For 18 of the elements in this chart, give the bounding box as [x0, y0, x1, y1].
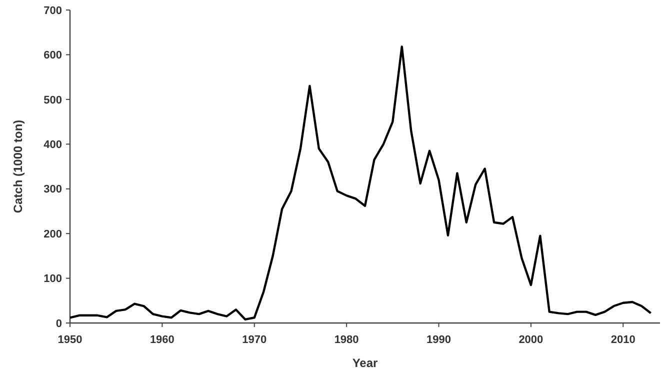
line-series [68, 46, 652, 321]
x-tick-label: 1970 [242, 334, 267, 346]
y-tick-label: 400 [44, 138, 62, 151]
y-tick-label: 500 [44, 94, 62, 106]
y-tick-label: 0 [56, 318, 62, 330]
x-tick-label: 2010 [610, 334, 636, 346]
x-axis-title: Year [352, 356, 378, 370]
y-tick-label: 300 [44, 184, 62, 196]
x-tick-label: 1990 [426, 334, 451, 346]
y-tick-label: 200 [44, 228, 62, 240]
y-tick-label: 600 [44, 50, 62, 62]
x-tick-label: 1960 [150, 334, 174, 346]
y-tick-label: 700 [44, 4, 62, 17]
y-axis-title: Catch (1000 ton) [11, 120, 25, 214]
x-tick-label: 2000 [518, 334, 544, 346]
x-tick-label: 1950 [58, 334, 82, 346]
x-tick-label: 1980 [334, 334, 359, 346]
y-tick-label: 100 [44, 273, 62, 286]
